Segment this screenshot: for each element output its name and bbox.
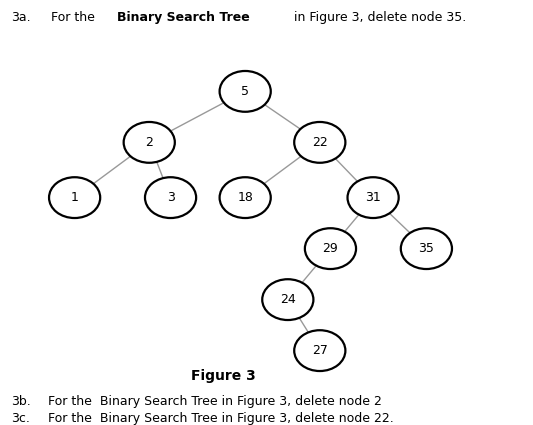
Text: 18: 18: [237, 191, 253, 204]
Text: 29: 29: [322, 242, 338, 255]
Circle shape: [401, 228, 452, 269]
Text: 5: 5: [241, 85, 249, 98]
Circle shape: [220, 71, 271, 112]
Text: Binary Search Tree: Binary Search Tree: [117, 11, 250, 24]
Circle shape: [294, 330, 345, 371]
Text: 2: 2: [146, 136, 153, 149]
Text: 3b.: 3b.: [11, 395, 30, 408]
Circle shape: [145, 177, 196, 218]
Circle shape: [124, 122, 175, 163]
Text: For the  Binary Search Tree in Figure 3, delete node 22.: For the Binary Search Tree in Figure 3, …: [40, 412, 394, 425]
Text: in Figure 3, delete node 35.: in Figure 3, delete node 35.: [290, 11, 467, 24]
Text: 27: 27: [312, 344, 328, 357]
Text: 31: 31: [365, 191, 381, 204]
Circle shape: [262, 279, 313, 320]
Circle shape: [294, 122, 345, 163]
Text: 3c.: 3c.: [11, 412, 29, 425]
Text: 3a.: 3a.: [11, 11, 30, 24]
Text: Figure 3: Figure 3: [191, 369, 256, 383]
Circle shape: [220, 177, 271, 218]
Text: 3: 3: [167, 191, 174, 204]
Circle shape: [348, 177, 399, 218]
Text: 35: 35: [418, 242, 434, 255]
Text: For the: For the: [51, 11, 99, 24]
Circle shape: [49, 177, 100, 218]
Text: 22: 22: [312, 136, 328, 149]
Text: For the  Binary Search Tree in Figure 3, delete node 2: For the Binary Search Tree in Figure 3, …: [40, 395, 382, 408]
Text: 24: 24: [280, 293, 296, 306]
Circle shape: [305, 228, 356, 269]
Text: 1: 1: [71, 191, 78, 204]
